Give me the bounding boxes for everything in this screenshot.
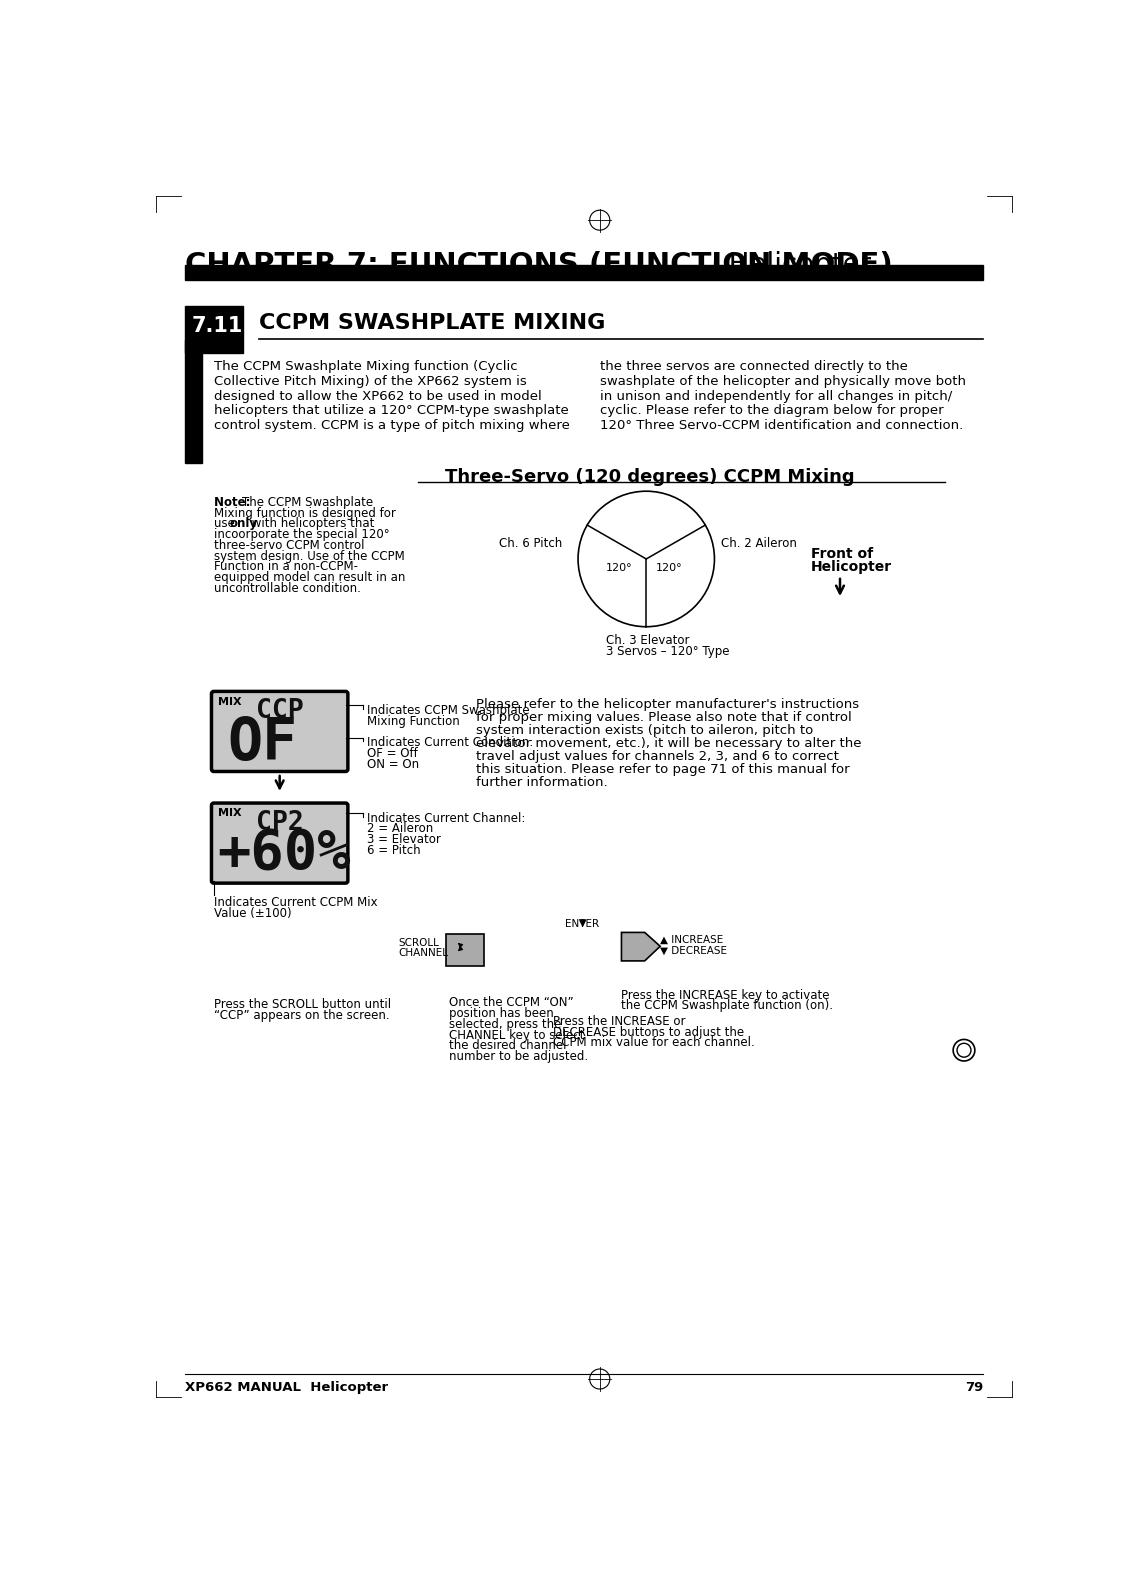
Text: 120°: 120° xyxy=(657,563,683,573)
Text: 120°: 120° xyxy=(605,563,633,573)
Text: Front of: Front of xyxy=(811,548,873,562)
Text: 6 = Pitch: 6 = Pitch xyxy=(367,844,421,857)
Text: Mixing Function: Mixing Function xyxy=(367,715,461,727)
Text: CCP: CCP xyxy=(256,699,304,724)
Text: Indicates CCPM Swashplate: Indicates CCPM Swashplate xyxy=(367,704,530,716)
Text: Helicopter: Helicopter xyxy=(811,560,891,574)
Text: Press the SCROLL button until: Press the SCROLL button until xyxy=(214,997,391,1011)
Text: SCROLL: SCROLL xyxy=(398,937,439,948)
Text: Collective Pitch Mixing) of the XP662 system is: Collective Pitch Mixing) of the XP662 sy… xyxy=(214,376,527,388)
Text: ▲ INCREASE: ▲ INCREASE xyxy=(660,934,724,945)
Text: CHANNEL: CHANNEL xyxy=(398,948,448,958)
Text: +60%: +60% xyxy=(218,827,351,881)
Text: 79: 79 xyxy=(966,1381,984,1395)
Text: 3 = Elevator: 3 = Elevator xyxy=(367,833,441,846)
Text: Ch. 6 Pitch: Ch. 6 Pitch xyxy=(499,538,562,551)
Text: travel adjust values for channels 2, 3, and 6 to correct: travel adjust values for channels 2, 3, … xyxy=(475,750,839,762)
Text: Please refer to the helicopter manufacturer's instructions: Please refer to the helicopter manufactu… xyxy=(475,697,858,710)
Text: 2 = Aileron: 2 = Aileron xyxy=(367,822,433,835)
Text: ON = On: ON = On xyxy=(367,757,420,770)
Text: Press the INCREASE key to activate: Press the INCREASE key to activate xyxy=(621,989,830,1002)
Text: system interaction exists (pitch to aileron, pitch to: system interaction exists (pitch to aile… xyxy=(475,724,813,737)
Text: elevator movement, etc.), it will be necessary to alter the: elevator movement, etc.), it will be nec… xyxy=(475,737,861,750)
Text: swashplate of the helicopter and physically move both: swashplate of the helicopter and physica… xyxy=(600,376,966,388)
Text: CCPM mix value for each channel.: CCPM mix value for each channel. xyxy=(553,1037,755,1049)
FancyBboxPatch shape xyxy=(446,934,484,966)
Bar xyxy=(185,265,984,281)
Text: in unison and independently for all changes in pitch/: in unison and independently for all chan… xyxy=(600,390,952,402)
Text: CP2: CP2 xyxy=(256,810,304,836)
Text: “CCP” appears on the screen.: “CCP” appears on the screen. xyxy=(214,1008,390,1021)
Polygon shape xyxy=(621,933,660,961)
Text: the desired channel: the desired channel xyxy=(449,1040,567,1053)
Text: CCPM SWASHPLATE MIXING: CCPM SWASHPLATE MIXING xyxy=(259,312,605,333)
Text: only: only xyxy=(229,518,258,530)
Text: helicopters that utilize a 120° CCPM-type swashplate: helicopters that utilize a 120° CCPM-typ… xyxy=(214,404,569,417)
Text: Three-Servo (120 degrees) CCPM Mixing: Three-Servo (120 degrees) CCPM Mixing xyxy=(445,469,854,486)
Text: Indicates Current Condition:: Indicates Current Condition: xyxy=(367,735,534,750)
Text: The CCPM Swashplate Mixing function (Cyclic: The CCPM Swashplate Mixing function (Cyc… xyxy=(214,360,518,374)
Bar xyxy=(185,306,243,352)
Text: Ch. 2 Aileron: Ch. 2 Aileron xyxy=(720,538,797,551)
Text: Press the INCREASE or: Press the INCREASE or xyxy=(553,1015,686,1027)
FancyBboxPatch shape xyxy=(212,691,348,772)
Text: number to be adjusted.: number to be adjusted. xyxy=(449,1051,588,1064)
Text: CHAPTER 7: FUNCTIONS (FUNCTION MODE): CHAPTER 7: FUNCTIONS (FUNCTION MODE) xyxy=(185,251,893,279)
Text: cyclic. Please refer to the diagram below for proper: cyclic. Please refer to the diagram belo… xyxy=(600,404,944,417)
Text: OF = Off: OF = Off xyxy=(367,746,418,761)
Text: CHANNEL key to select: CHANNEL key to select xyxy=(449,1029,584,1041)
Text: designed to allow the XP662 to be used in model: designed to allow the XP662 to be used i… xyxy=(214,390,542,402)
Text: three-servo CCPM control: three-servo CCPM control xyxy=(214,540,365,552)
Text: 120° Three Servo-CCPM identification and connection.: 120° Three Servo-CCPM identification and… xyxy=(600,418,963,432)
Text: position has been: position has been xyxy=(449,1007,553,1019)
Text: Ch. 3 Elevator: Ch. 3 Elevator xyxy=(606,634,690,647)
Text: Mixing function is designed for: Mixing function is designed for xyxy=(214,507,396,519)
Text: Indicates Current CCPM Mix: Indicates Current CCPM Mix xyxy=(214,896,377,909)
Text: Once the CCPM “ON”: Once the CCPM “ON” xyxy=(449,996,573,1010)
Text: the CCPM Swashplate function (on).: the CCPM Swashplate function (on). xyxy=(621,999,833,1013)
Text: DECREASE buttons to adjust the: DECREASE buttons to adjust the xyxy=(553,1026,744,1038)
Text: MIX: MIX xyxy=(219,808,242,819)
Text: ▼ DECREASE: ▼ DECREASE xyxy=(660,945,727,956)
Text: Indicates Current Channel:: Indicates Current Channel: xyxy=(367,811,526,825)
Text: Function in a non-CCPM-: Function in a non-CCPM- xyxy=(214,560,358,573)
Text: equipped model can result in an: equipped model can result in an xyxy=(214,571,405,584)
Text: Note:: Note: xyxy=(214,495,254,508)
Bar xyxy=(185,339,202,462)
Text: 7.11: 7.11 xyxy=(192,316,243,336)
Text: control system. CCPM is a type of pitch mixing where: control system. CCPM is a type of pitch … xyxy=(214,418,570,432)
Text: use: use xyxy=(214,518,238,530)
Text: the three servos are connected directly to the: the three servos are connected directly … xyxy=(600,360,907,374)
Text: The CCPM Swashplate: The CCPM Swashplate xyxy=(242,495,373,508)
Text: uncontrollable condition.: uncontrollable condition. xyxy=(214,582,360,595)
FancyBboxPatch shape xyxy=(212,803,348,884)
Text: Value (±100): Value (±100) xyxy=(214,907,292,920)
Text: with helicopters that: with helicopters that xyxy=(247,518,374,530)
Text: for proper mixing values. Please also note that if control: for proper mixing values. Please also no… xyxy=(475,710,852,724)
Text: XP662 MANUAL  Helicopter: XP662 MANUAL Helicopter xyxy=(185,1381,389,1395)
Text: selected, press the: selected, press the xyxy=(449,1018,561,1030)
Text: MIX: MIX xyxy=(219,697,242,707)
Text: OF: OF xyxy=(228,715,298,772)
Text: system design. Use of the CCPM: system design. Use of the CCPM xyxy=(214,549,405,563)
Text: · Helicopter: · Helicopter xyxy=(702,251,871,279)
Text: incoorporate the special 120°: incoorporate the special 120° xyxy=(214,529,390,541)
Text: ENTER: ENTER xyxy=(565,920,598,929)
Text: further information.: further information. xyxy=(475,776,608,789)
Text: 3 Servos – 120° Type: 3 Servos – 120° Type xyxy=(606,645,730,658)
Text: this situation. Please refer to page 71 of this manual for: this situation. Please refer to page 71 … xyxy=(475,764,849,776)
